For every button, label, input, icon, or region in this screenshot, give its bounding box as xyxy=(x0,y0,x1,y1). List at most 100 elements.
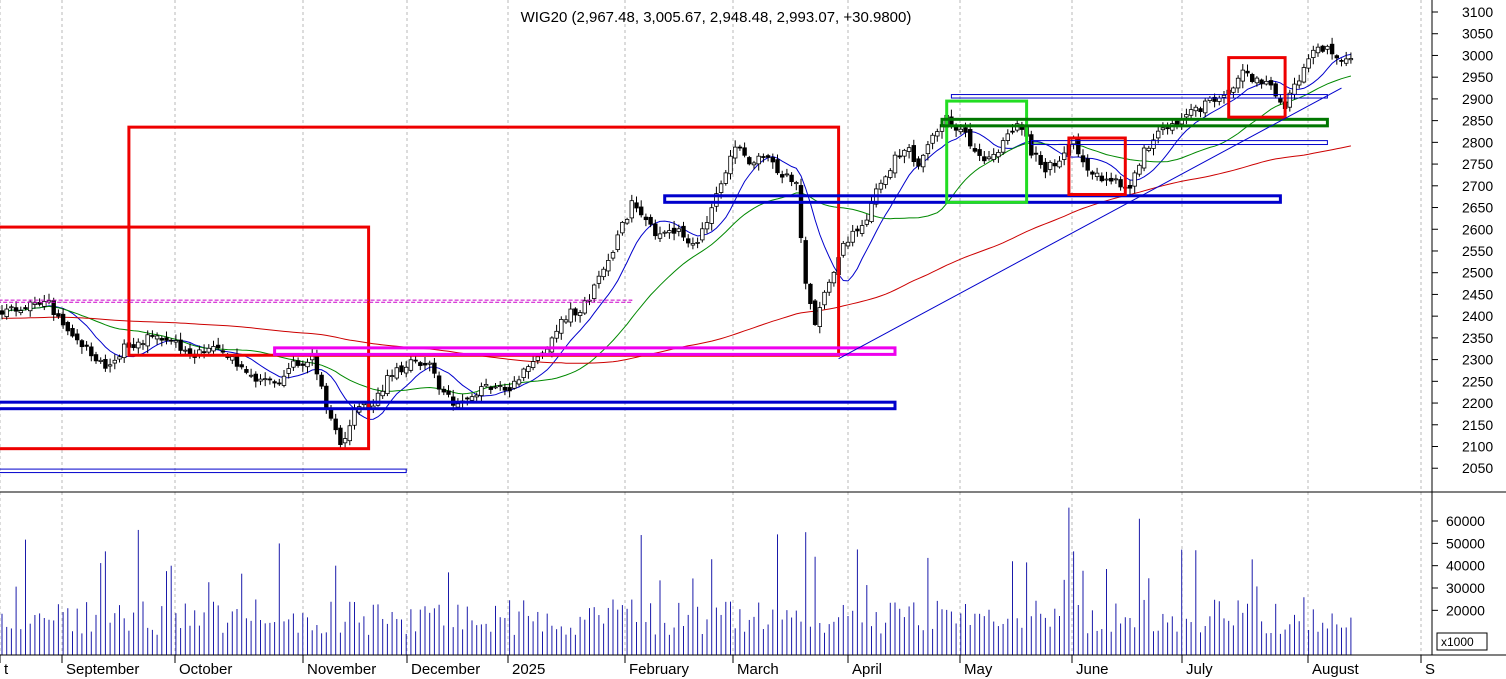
candle-body xyxy=(253,373,258,382)
month-label: October xyxy=(179,661,232,678)
candle-body xyxy=(262,378,268,381)
candle-body xyxy=(1306,58,1311,69)
candle-body xyxy=(817,307,822,327)
candle-body xyxy=(286,368,291,374)
candle-body xyxy=(1245,70,1250,74)
candle-body xyxy=(930,134,935,144)
candle-body xyxy=(1264,80,1269,85)
price-tick-label: 2100 xyxy=(1462,439,1493,455)
candle-body xyxy=(1000,140,1006,153)
candle-body xyxy=(436,375,442,390)
candle-body xyxy=(4,308,9,317)
candle-body xyxy=(507,387,512,392)
candle-body xyxy=(9,306,14,309)
candle-body xyxy=(1193,106,1198,112)
candle-body xyxy=(888,170,893,178)
candle-body xyxy=(554,330,559,339)
volume-tick-label: 30000 xyxy=(1446,580,1485,596)
annotation-rectangle xyxy=(950,94,1328,99)
candle-body xyxy=(639,206,644,216)
candle-body xyxy=(314,356,320,375)
candle-body xyxy=(695,242,700,244)
candle-body xyxy=(32,302,38,305)
candle-body xyxy=(1198,108,1203,113)
candle-body xyxy=(1348,58,1354,61)
candle-body xyxy=(615,234,620,250)
price-tick-label: 2600 xyxy=(1462,221,1493,237)
candle-body xyxy=(244,369,249,373)
candle-body xyxy=(413,359,418,362)
candle-body xyxy=(65,322,70,332)
candle-body xyxy=(883,176,888,185)
candle-body xyxy=(79,340,85,348)
candle-body xyxy=(986,156,992,160)
candle-body xyxy=(389,375,395,377)
candle-body xyxy=(582,300,587,314)
candle-body xyxy=(864,219,869,225)
candle-body xyxy=(277,382,282,385)
candle-body xyxy=(925,144,931,155)
candle-body xyxy=(1221,94,1227,98)
candle-body xyxy=(906,147,912,152)
candle-body xyxy=(1090,171,1095,175)
candle-body xyxy=(563,319,569,323)
annotation-rectangle xyxy=(1067,136,1127,196)
candle-body xyxy=(51,300,56,315)
candle-body xyxy=(1174,120,1180,125)
candle-body xyxy=(493,386,498,389)
candle-body xyxy=(1062,152,1067,160)
candle-body xyxy=(822,291,827,306)
volume-tick-label: 40000 xyxy=(1446,558,1485,574)
candle-body xyxy=(375,392,381,406)
candle-body xyxy=(1137,164,1142,175)
candle-body xyxy=(394,367,399,379)
candle-body xyxy=(596,275,602,284)
candle-body xyxy=(178,339,183,351)
candle-body xyxy=(1235,77,1241,89)
candle-body xyxy=(18,310,23,314)
candle-body xyxy=(780,174,785,178)
candle-body xyxy=(56,313,61,317)
candle-body xyxy=(1329,43,1335,55)
month-label: April xyxy=(852,661,882,678)
candle-body xyxy=(201,351,207,354)
candle-body xyxy=(869,203,874,223)
price-tick-label: 3000 xyxy=(1462,47,1493,63)
price-tick-label: 3050 xyxy=(1462,26,1493,42)
candle-body xyxy=(1325,45,1330,50)
candle-body xyxy=(239,364,244,368)
candle-body xyxy=(911,145,916,163)
candle-body xyxy=(601,268,606,278)
candle-body xyxy=(479,386,484,397)
candle-body xyxy=(742,147,747,156)
axes xyxy=(0,0,1506,656)
candle-body xyxy=(921,154,926,168)
candle-body xyxy=(295,360,301,366)
price-tick-label: 2450 xyxy=(1462,286,1493,302)
annotation-rectangle xyxy=(945,99,1029,204)
candle-body xyxy=(526,366,531,372)
time-axis-labels: t September October November December 2025 Feb… xyxy=(0,655,1435,678)
candle-body xyxy=(1113,178,1119,181)
price-tick-label: 2150 xyxy=(1462,417,1493,433)
price-tick-label: 2800 xyxy=(1462,134,1493,150)
volume-bars xyxy=(1,507,1352,655)
price-tick-label: 2900 xyxy=(1462,91,1493,107)
volume-tick-label: 60000 xyxy=(1446,513,1485,529)
trendline xyxy=(838,87,1342,360)
month-label: September xyxy=(66,661,139,678)
candle-body xyxy=(1118,179,1123,188)
candle-body xyxy=(1344,58,1349,64)
candle-body xyxy=(159,338,164,341)
candle-body xyxy=(432,362,437,374)
candle-body xyxy=(1033,152,1039,155)
price-tick-label: 2050 xyxy=(1462,460,1493,476)
candle-body xyxy=(1043,161,1048,173)
candle-body xyxy=(1104,178,1109,181)
candle-body xyxy=(427,362,432,365)
candle-body xyxy=(808,283,813,304)
candle-body xyxy=(648,216,653,225)
candle-body xyxy=(154,335,160,340)
candle-body xyxy=(27,301,33,312)
